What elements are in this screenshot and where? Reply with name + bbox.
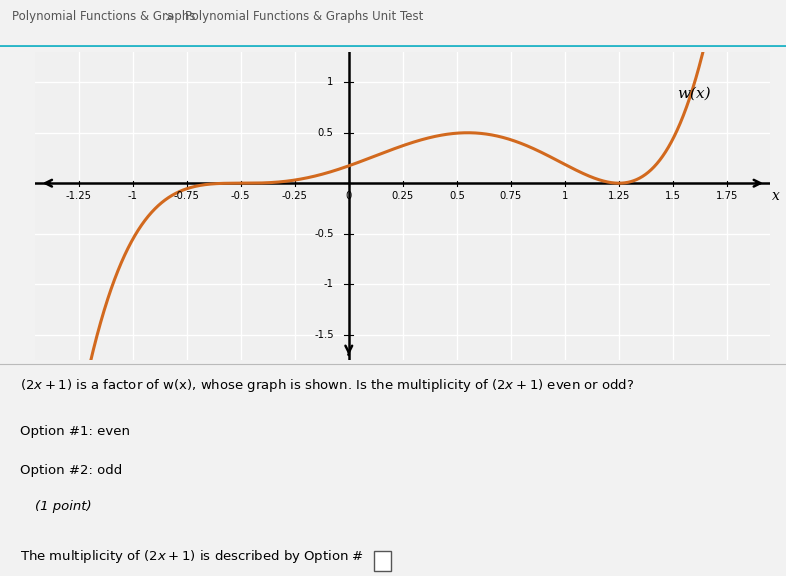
Text: 1: 1: [562, 191, 568, 201]
Text: 0: 0: [346, 191, 352, 201]
Text: 0.75: 0.75: [500, 191, 522, 201]
Text: x: x: [773, 190, 780, 203]
Text: w(x): w(x): [678, 86, 711, 100]
Text: 0.25: 0.25: [391, 191, 414, 201]
Text: Polynomial Functions & Graphs: Polynomial Functions & Graphs: [12, 10, 195, 24]
Text: Option #2: odd: Option #2: odd: [20, 464, 122, 477]
Text: 1.5: 1.5: [665, 191, 681, 201]
Text: 0.5: 0.5: [318, 128, 334, 138]
Text: 0.5: 0.5: [449, 191, 465, 201]
Text: -0.25: -0.25: [282, 191, 307, 201]
Text: -0.75: -0.75: [174, 191, 200, 201]
Text: -0.5: -0.5: [231, 191, 251, 201]
Text: -1: -1: [324, 279, 334, 289]
Text: -1: -1: [127, 191, 138, 201]
Text: $(2x + 1)$ is a factor of w(x), whose graph is shown. Is the multiplicity of $(2: $(2x + 1)$ is a factor of w(x), whose gr…: [20, 377, 634, 395]
Text: (1 point): (1 point): [35, 501, 92, 513]
Text: >: >: [165, 10, 175, 24]
Text: Polynomial Functions & Graphs Unit Test: Polynomial Functions & Graphs Unit Test: [185, 10, 423, 24]
Text: -0.5: -0.5: [314, 229, 334, 238]
Text: 1.75: 1.75: [716, 191, 738, 201]
Text: The multiplicity of $(2x + 1)$ is described by Option #: The multiplicity of $(2x + 1)$ is descri…: [20, 548, 364, 565]
Text: -1.25: -1.25: [65, 191, 92, 201]
Text: 1.25: 1.25: [608, 191, 630, 201]
Text: Option #1: even: Option #1: even: [20, 425, 130, 438]
Text: 1: 1: [327, 77, 334, 87]
Bar: [374, 551, 391, 571]
Text: -1.5: -1.5: [314, 329, 334, 340]
